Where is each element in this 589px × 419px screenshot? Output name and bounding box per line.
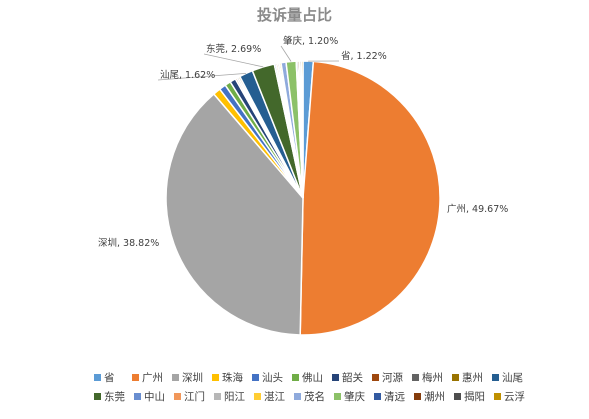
- legend-swatch-8: [412, 374, 419, 381]
- legend-swatch-19: [414, 393, 421, 400]
- legend-label-9: 惠州: [462, 371, 483, 384]
- legend-swatch-20: [454, 393, 461, 400]
- slice-label-0: 省, 1.22%: [341, 50, 387, 62]
- legend-swatch-6: [332, 374, 339, 381]
- legend-label-7: 河源: [382, 371, 403, 384]
- legend-label-3: 珠海: [222, 371, 243, 384]
- legend-label-6: 韶关: [342, 371, 363, 384]
- slice-label-10: 汕尾, 1.62%: [160, 70, 215, 81]
- legend-label-20: 揭阳: [464, 390, 485, 403]
- legend-swatch-0: [94, 374, 101, 381]
- legend-label-8: 梅州: [422, 371, 443, 384]
- legend-swatch-2: [172, 374, 179, 381]
- legend-label-19: 潮州: [424, 390, 445, 403]
- legend-label-16: 茂名: [304, 390, 325, 403]
- legend-swatch-14: [214, 393, 221, 400]
- leader-line-11: [203, 53, 264, 68]
- legend-label-4: 汕头: [262, 372, 283, 384]
- legend-swatch-5: [292, 374, 299, 381]
- legend-swatch-16: [294, 393, 301, 400]
- legend-swatch-17: [334, 393, 341, 400]
- pie-slice-21: [300, 60, 304, 199]
- legend-label-13: 江门: [184, 390, 205, 403]
- pie-slice-1: [299, 60, 441, 336]
- legend-label-18: 清远: [384, 390, 405, 403]
- chart-title: 投诉量占比: [257, 6, 332, 24]
- pie-slice-2: [165, 92, 304, 336]
- slice-label-2: 深圳, 38.82%: [98, 238, 159, 249]
- legend-swatch-21: [494, 393, 501, 400]
- leader-line-10: [157, 73, 247, 81]
- legend-swatch-1: [132, 374, 139, 381]
- legend-label-1: 广州: [142, 372, 163, 384]
- legend-swatch-7: [372, 374, 379, 381]
- legend-swatch-11: [94, 393, 101, 400]
- leader-line-17: [280, 45, 292, 62]
- legend-swatch-9: [452, 374, 459, 381]
- legend-label-12: 中山: [144, 390, 165, 403]
- legend-label-10: 汕尾: [502, 372, 523, 384]
- slice-label-17: 肇庆, 1.20%: [283, 35, 338, 47]
- slice-label-1: 广州, 49.67%: [447, 203, 508, 215]
- legend-label-2: 深圳: [182, 372, 203, 384]
- legend-swatch-13: [174, 393, 181, 400]
- legend-swatch-3: [212, 374, 219, 381]
- legend-label-15: 湛江: [264, 391, 285, 403]
- legend-label-14: 阳江: [224, 391, 245, 403]
- legend-label-11: 东莞: [104, 390, 125, 403]
- legend-swatch-4: [252, 374, 259, 381]
- legend-swatch-15: [254, 393, 261, 400]
- slice-label-11: 东莞, 2.69%: [206, 43, 261, 55]
- legend-label-5: 佛山: [302, 371, 323, 384]
- legend-label-21: 云浮: [504, 391, 525, 403]
- legend-label-17: 肇庆: [344, 390, 365, 403]
- legend-swatch-18: [374, 393, 381, 400]
- legend-label-0: 省: [104, 371, 115, 384]
- legend-swatch-12: [134, 393, 141, 400]
- legend-swatch-10: [492, 374, 499, 381]
